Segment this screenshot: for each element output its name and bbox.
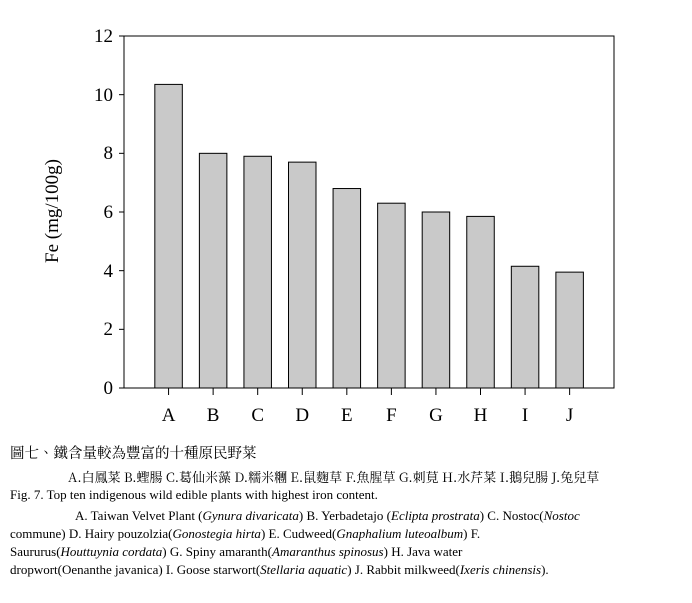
svg-text:0: 0 (104, 378, 114, 399)
svg-text:2: 2 (104, 319, 114, 340)
svg-text:C: C (251, 405, 264, 426)
svg-text:G: G (429, 405, 443, 426)
svg-text:J: J (566, 405, 573, 426)
svg-text:Fe (mg/100g): Fe (mg/100g) (42, 159, 63, 263)
svg-text:A: A (162, 405, 176, 426)
svg-text:D: D (295, 405, 309, 426)
svg-text:I: I (522, 405, 528, 426)
svg-text:E: E (341, 405, 353, 426)
svg-text:10: 10 (94, 85, 113, 106)
svg-text:H: H (474, 405, 488, 426)
svg-text:F: F (386, 405, 397, 426)
svg-text:4: 4 (104, 261, 114, 282)
svg-text:B: B (207, 405, 220, 426)
svg-text:6: 6 (104, 202, 114, 223)
svg-text:12: 12 (94, 26, 113, 47)
svg-text:8: 8 (104, 143, 114, 164)
